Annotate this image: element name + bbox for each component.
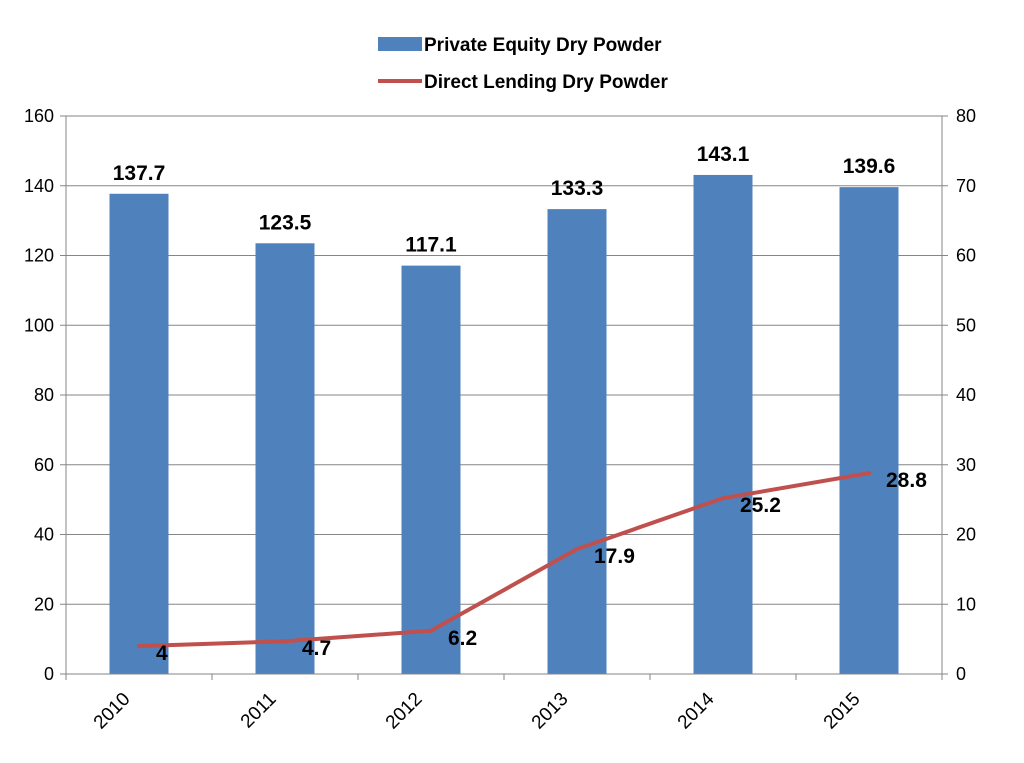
x-axis-category-label: 2014 [674,688,719,733]
x-axis-category-label: 2013 [528,689,573,734]
line-data-label: 4 [156,642,168,665]
line-data-label: 6.2 [448,627,477,650]
left-axis-tick-label: 40 [34,525,54,545]
bar-data-label: 133.3 [551,177,604,200]
line-data-label: 25.2 [740,494,781,517]
legend-bar-label: Private Equity Dry Powder [424,35,662,56]
left-axis-tick-label: 20 [34,594,54,614]
right-axis-tick-label: 30 [956,455,976,475]
x-axis-category-label: 2012 [382,689,427,734]
line-point [721,496,725,501]
line-point [137,644,141,649]
bar-data-label: 139.6 [843,155,896,178]
line-data-label: 17.9 [594,545,635,568]
right-axis-tick-label: 50 [956,315,976,335]
bar-series [109,174,899,675]
left-axis-tick-label: 160 [24,106,54,126]
line-data-label: 28.8 [886,469,927,492]
bar-data-label: 117.1 [405,234,457,257]
bar [401,265,461,674]
left-axis-tick-label: 100 [24,315,54,335]
left-axis-tick-label: 140 [24,176,54,196]
line-point [867,471,871,476]
bar [255,243,315,674]
bar-data-label: 137.7 [113,162,166,185]
left-axis-tick-label: 80 [34,385,54,405]
legend-line-label: Direct Lending Dry Powder [424,72,668,93]
right-axis-tick-label: 40 [956,385,976,405]
right-axis-tick-label: 70 [956,176,976,196]
right-axis-tick-label: 20 [956,525,976,545]
bar-data-label: 143.1 [697,143,750,166]
x-axis-category-label: 2010 [90,689,135,734]
left-axis-tick-label: 120 [24,246,54,266]
line-data-label: 4.7 [302,637,331,660]
left-axis-tick-label: 0 [44,664,54,684]
legend-bar-swatch [378,37,422,51]
line-point [283,639,287,644]
bar [693,174,753,674]
left-axis-tick-label: 60 [34,455,54,475]
right-axis-tick-label: 60 [956,246,976,266]
right-axis-tick-label: 80 [956,106,976,126]
legend: Private Equity Dry Powder Direct Lending… [378,35,668,93]
data-labels: 137.7 123.5 117.1 133.3 143.1 139.6 4 4.7 6.2 17.… [113,143,927,665]
line-point [429,628,433,633]
line-point [575,547,579,552]
line-path [137,471,871,649]
bar [109,193,169,675]
bar-data-label: 123.5 [259,211,312,234]
line-series [137,471,871,649]
bar [547,209,607,674]
right-axis-tick-label: 10 [956,594,976,614]
bar [839,187,899,674]
x-axis-category-label: 2011 [237,689,281,733]
right-axis-tick-label: 0 [956,664,966,684]
x-axis-category-label: 2015 [820,689,865,734]
